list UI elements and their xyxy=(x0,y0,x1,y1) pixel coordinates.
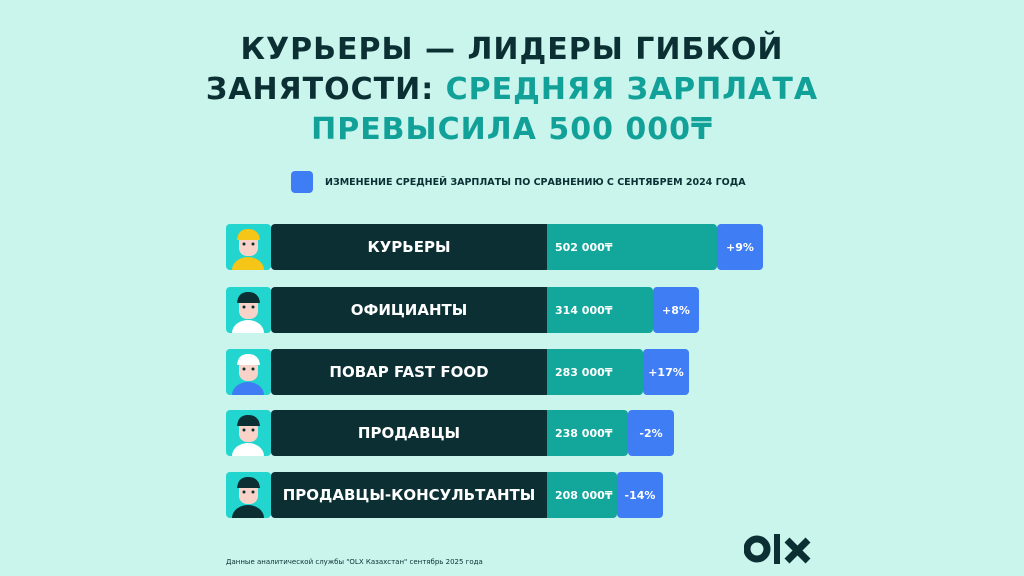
bar-category-label: ПРОДАВЦЫ xyxy=(271,410,547,456)
bar-value: 238 000₸ xyxy=(547,410,628,456)
chart-title: КУРЬЕРЫ — ЛИДЕРЫ ГИБКОЙ ЗАНЯТОСТИ: СРЕДН… xyxy=(0,30,1024,150)
legend-label: ИЗМЕНЕНИЕ СРЕДНЕЙ ЗАРПЛАТЫ ПО СРАВНЕНИЮ … xyxy=(325,176,746,188)
bar-category-label: КУРЬЕРЫ xyxy=(271,224,547,270)
bar-value-label: 238 000₸ xyxy=(555,426,613,440)
legend-swatch xyxy=(291,171,313,193)
change-badge: +9% xyxy=(717,224,763,270)
chef-avatar-icon xyxy=(226,349,271,395)
bar-value: 314 000₸ xyxy=(547,287,653,333)
bar-category-label: ПОВАР FAST FOOD xyxy=(271,349,547,395)
title-dark-part: ЗАНЯТОСТИ: xyxy=(205,72,435,107)
change-badge: +8% xyxy=(653,287,699,333)
bar-value-label: 208 000₸ xyxy=(555,488,613,502)
seller-avatar-icon xyxy=(226,410,271,456)
title-accent-part: СРЕДНЯЯ ЗАРПЛАТА xyxy=(445,72,819,107)
title-line-1: КУРЬЕРЫ — ЛИДЕРЫ ГИБКОЙ xyxy=(240,32,784,67)
title-line-3: ПРЕВЫСИЛА 500 000₸ xyxy=(311,112,713,147)
title-line-2: ЗАНЯТОСТИ: СРЕДНЯЯ ЗАРПЛАТА xyxy=(0,70,1024,110)
footnote: Данные аналитической службы "OLX Казахст… xyxy=(226,558,483,566)
change-badge: +17% xyxy=(643,349,689,395)
courier-avatar-icon xyxy=(226,224,271,270)
bar-value: 283 000₸ xyxy=(547,349,643,395)
bar-value-label: 502 000₸ xyxy=(555,240,613,254)
consultant-avatar-icon xyxy=(226,472,271,518)
olx-logo xyxy=(744,534,811,564)
bar-value: 502 000₸ xyxy=(547,224,717,270)
legend: ИЗМЕНЕНИЕ СРЕДНЕЙ ЗАРПЛАТЫ ПО СРАВНЕНИЮ … xyxy=(291,171,746,193)
change-badge: -14% xyxy=(617,472,663,518)
bar-category-label: ОФИЦИАНТЫ xyxy=(271,287,547,333)
bar-value: 208 000₸ xyxy=(547,472,617,518)
change-badge: -2% xyxy=(628,410,674,456)
bar-category-label: ПРОДАВЦЫ-КОНСУЛЬТАНТЫ xyxy=(271,472,547,518)
bar-value-label: 283 000₸ xyxy=(555,365,613,379)
waiter-avatar-icon xyxy=(226,287,271,333)
bar-value-label: 314 000₸ xyxy=(555,303,613,317)
